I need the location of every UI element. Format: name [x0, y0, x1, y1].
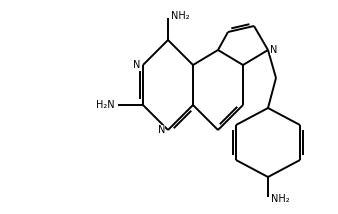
Text: NH₂: NH₂	[271, 194, 290, 204]
Text: H₂N: H₂N	[96, 100, 115, 110]
Text: N: N	[270, 45, 277, 55]
Text: N: N	[132, 60, 140, 70]
Text: N: N	[158, 125, 165, 135]
Text: NH₂: NH₂	[171, 11, 190, 21]
